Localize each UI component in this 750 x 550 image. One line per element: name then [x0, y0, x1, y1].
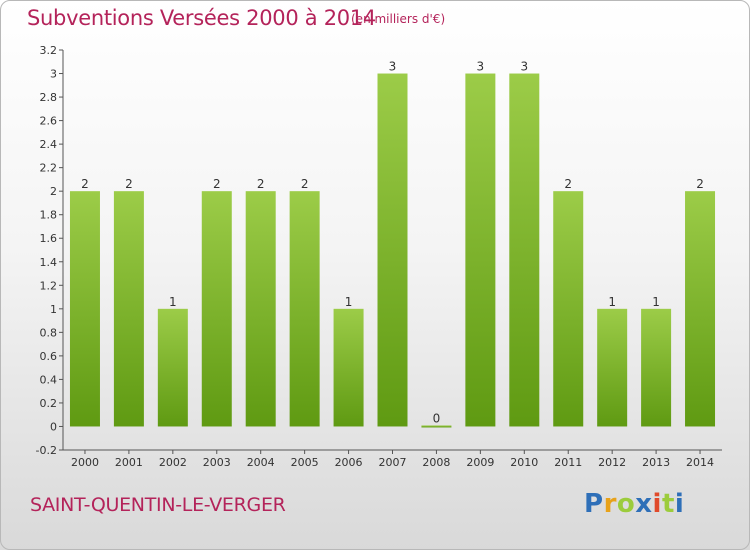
bar: [289, 191, 320, 427]
y-tick-label: 0.2: [40, 397, 58, 410]
logo-letter: o: [616, 489, 636, 519]
y-tick-label: 2.6: [40, 115, 58, 128]
bar-data-label: 2: [125, 177, 133, 191]
x-tick-label: 2014: [686, 456, 714, 469]
x-tick-label: 2008: [422, 456, 450, 469]
y-tick-label: 1: [50, 303, 57, 316]
bar: [465, 73, 496, 427]
x-tick-label: 2010: [510, 456, 538, 469]
y-tick-label: -0.2: [36, 444, 57, 457]
bar: [509, 73, 540, 427]
bar: [377, 73, 408, 427]
bar-data-label: 2: [213, 177, 221, 191]
bar-data-label: 1: [345, 295, 353, 309]
y-tick-label: 2: [50, 185, 57, 198]
logo-letter: P: [584, 489, 604, 519]
x-tick-label: 2005: [291, 456, 319, 469]
y-tick-label: 2.8: [40, 91, 58, 104]
bar-data-label: 2: [301, 177, 309, 191]
logo-letter: i: [674, 489, 685, 519]
y-tick-label: 1.8: [40, 209, 58, 222]
x-tick-label: 2001: [115, 456, 143, 469]
bar: [69, 191, 100, 427]
x-tick-label: 2013: [642, 456, 670, 469]
bar: [685, 191, 716, 427]
bar: [157, 308, 188, 427]
y-tick-label: 0.6: [40, 350, 58, 363]
y-tick-label: 1.4: [40, 256, 58, 269]
logo-letter: i: [652, 489, 662, 519]
x-tick-label: 2007: [379, 456, 407, 469]
x-tick-label: 2009: [466, 456, 494, 469]
bar-data-label: 1: [652, 295, 660, 309]
proxiti-logo[interactable]: Proxiti: [584, 489, 684, 519]
y-tick-label: 0.8: [40, 326, 58, 339]
bar: [201, 191, 232, 427]
logo-letter: x: [635, 489, 653, 519]
bar: [641, 308, 672, 427]
x-tick-label: 2011: [554, 456, 582, 469]
chart-subtitle: (en milliers d'€): [351, 12, 446, 26]
bar: [597, 308, 628, 427]
y-tick-label: 0: [50, 420, 57, 433]
commune-name: SAINT-QUENTIN-LE-VERGER: [30, 494, 286, 516]
x-tick-label: 2004: [247, 456, 275, 469]
bar-data-label: 2: [257, 177, 265, 191]
x-tick-label: 2006: [335, 456, 363, 469]
bar-data-label: 3: [389, 60, 397, 74]
bar: [113, 191, 144, 427]
logo-letter: t: [661, 489, 675, 519]
bar: [245, 191, 276, 427]
x-tick-label: 2002: [159, 456, 187, 469]
bar-data-label: 3: [477, 60, 485, 74]
y-tick-label: 2.2: [40, 162, 58, 175]
bar-data-label: 2: [564, 177, 572, 191]
chart-title: Subventions Versées 2000 à 2014: [27, 6, 376, 30]
bar: [421, 425, 452, 428]
bar-data-label: 0: [433, 411, 441, 425]
x-tick-label: 2012: [598, 456, 626, 469]
y-tick-label: 3.2: [40, 44, 58, 57]
logo-letter: r: [603, 489, 617, 519]
y-tick-label: 2.4: [40, 138, 58, 151]
bar-data-label: 2: [696, 177, 704, 191]
y-tick-label: 1.6: [40, 232, 58, 245]
y-tick-label: 1.2: [40, 279, 58, 292]
bar-data-label: 1: [169, 295, 177, 309]
bar: [553, 191, 584, 427]
x-tick-label: 2003: [203, 456, 231, 469]
bar-data-label: 1: [608, 295, 616, 309]
bar-data-label: 3: [520, 60, 528, 74]
y-tick-label: 0.4: [40, 373, 58, 386]
bar-data-label: 2: [81, 177, 89, 191]
y-tick-label: 3: [50, 68, 57, 81]
x-tick-label: 2000: [71, 456, 99, 469]
bar: [333, 308, 364, 427]
